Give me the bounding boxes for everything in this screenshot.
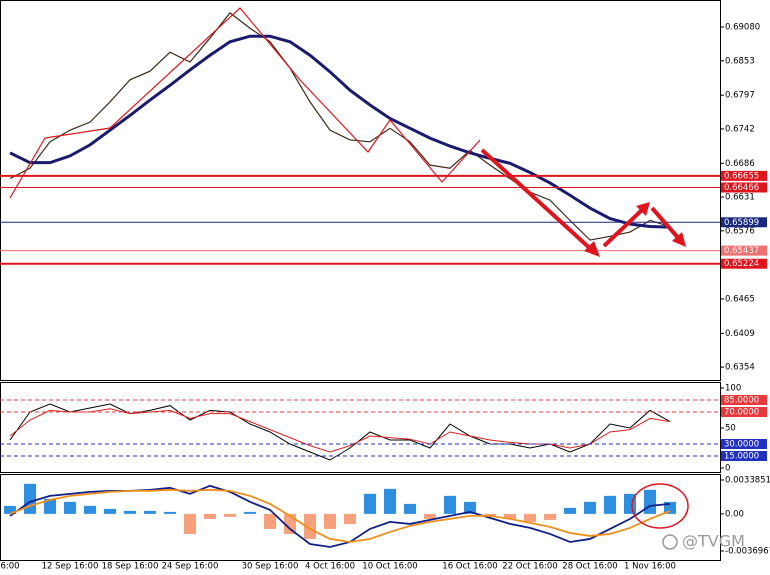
histogram-bar xyxy=(424,513,436,519)
arrow xyxy=(650,206,682,242)
level-label-box xyxy=(721,395,767,405)
histogram-bar xyxy=(564,507,576,514)
x-tick-label: 12 Sep 16:00 xyxy=(42,562,99,572)
histogram-bar xyxy=(244,511,256,514)
x-tick-label: 1 Nov 16:00 xyxy=(624,562,676,572)
histogram-bar xyxy=(464,501,476,514)
level-label: 85.0000 xyxy=(724,396,759,406)
panel-frame xyxy=(0,0,721,381)
y-tick-label: 0.6409 xyxy=(725,329,755,339)
x-tick-label: 4 Oct 16:00 xyxy=(305,562,355,572)
histogram-bar xyxy=(544,513,556,520)
histogram-bar xyxy=(64,501,76,514)
histogram-bar xyxy=(84,505,96,514)
histogram-bar xyxy=(384,488,396,514)
x-tick-label: 10 Oct 16:00 xyxy=(362,562,417,572)
x-tick-label: 30 Sep 16:00 xyxy=(242,562,299,572)
histogram-bar xyxy=(184,513,196,534)
arrow-head xyxy=(636,202,650,216)
y-tick-label: -0.0036967 xyxy=(725,546,770,556)
x-tick-label: 24 Sep 16:00 xyxy=(162,562,219,572)
series-line xyxy=(9,488,671,543)
panel-frame xyxy=(0,474,721,561)
histogram-bar xyxy=(344,513,356,524)
histogram-bar xyxy=(484,513,496,516)
level-label-box xyxy=(721,217,767,228)
histogram-bar xyxy=(604,495,616,514)
y-tick-label: 0.6853 xyxy=(725,56,755,66)
arrow-head xyxy=(584,241,600,257)
series-line xyxy=(9,34,671,229)
series-line xyxy=(9,12,671,241)
level-label-box xyxy=(721,182,767,193)
zigzag xyxy=(9,7,481,199)
y-tick-label: 0.6354 xyxy=(725,363,755,373)
series-line xyxy=(9,403,671,461)
level-label-box xyxy=(721,258,767,269)
x-tick-label: 6:00 xyxy=(0,562,19,572)
y-tick-label: 50 xyxy=(725,424,736,434)
watermark: @TVGM xyxy=(682,532,745,551)
y-tick-label: 0.6576 xyxy=(725,226,755,236)
level-label-box xyxy=(721,439,767,449)
histogram-bar xyxy=(324,513,336,529)
level-label: 0.65899 xyxy=(724,218,759,228)
x-tick-label: 22 Oct 16:00 xyxy=(502,562,557,572)
histogram-bar xyxy=(364,493,376,514)
x-tick-label: 28 Oct 16:00 xyxy=(562,562,617,572)
x-tick-label: 16 Oct 16:00 xyxy=(442,562,497,572)
histogram-bar xyxy=(264,513,276,529)
histogram-bar xyxy=(404,503,416,514)
level-label-box xyxy=(721,407,767,417)
highlight-circle xyxy=(631,483,689,529)
x-tick-label: 18 Sep 16:00 xyxy=(102,562,159,572)
histogram-bar xyxy=(644,489,656,514)
histogram-bar xyxy=(204,513,216,519)
histogram-bar xyxy=(164,511,176,514)
histogram-bar xyxy=(224,513,236,517)
y-tick-label: 0.6631 xyxy=(725,193,755,203)
level-label: 0.65437 xyxy=(724,246,759,256)
histogram-bar xyxy=(44,498,56,514)
y-tick-label: 0 xyxy=(725,464,730,474)
level-label: 70.0000 xyxy=(724,408,759,418)
histogram-bar xyxy=(584,501,596,514)
histogram-bar xyxy=(304,513,316,539)
annotations xyxy=(9,7,689,529)
y-tick-label: 0.00 xyxy=(725,509,744,519)
y-tick-label: 0.6742 xyxy=(725,124,755,134)
histogram-bar xyxy=(4,505,16,514)
level-label: 30.0000 xyxy=(724,440,759,450)
level-label-box xyxy=(721,170,767,181)
watermark-icon xyxy=(662,534,678,550)
y-tick-label: 0.0033851 xyxy=(725,475,770,485)
histogram-bar xyxy=(444,495,456,514)
arrow xyxy=(480,148,596,254)
histogram-bar xyxy=(524,513,536,522)
histogram-bar xyxy=(504,513,516,519)
histogram-bar xyxy=(104,508,116,514)
level-label: 0.65224 xyxy=(724,259,759,269)
y-tick-label: 0.6465 xyxy=(725,294,755,304)
y-tick-label: 0.6797 xyxy=(725,91,755,101)
level-label: 15.0000 xyxy=(724,452,759,462)
series-line xyxy=(9,408,671,453)
arrow xyxy=(602,206,646,248)
level-label: 0.66466 xyxy=(724,183,759,193)
histogram-bar xyxy=(144,510,156,514)
y-tick-label: 100 xyxy=(725,384,741,394)
level-label: 0.66655 xyxy=(724,171,759,181)
y-tick-label: 0.69080 xyxy=(725,23,760,33)
y-tick-label: 0.6686 xyxy=(725,159,755,169)
histogram-bar xyxy=(124,510,136,514)
level-label-box xyxy=(721,245,767,256)
level-label-box xyxy=(721,451,767,461)
arrow-head xyxy=(672,232,686,247)
histogram-bar xyxy=(24,483,36,514)
